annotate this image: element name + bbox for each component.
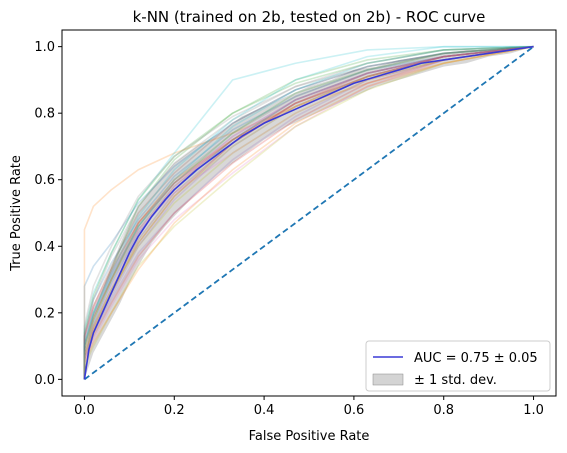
legend-mean-label: AUC = 0.75 ± 0.05: [414, 351, 538, 366]
fold-curve-4: [83, 45, 534, 380]
fold-curve-10: [83, 45, 534, 380]
plot-frame: [61, 29, 557, 397]
chance-line: [83, 45, 535, 381]
fold-curve-23: [83, 45, 534, 380]
x-axis-label: False Positive Rate: [249, 429, 370, 444]
std-band: [84, 46, 534, 380]
std-band-layer: [84, 46, 534, 380]
chance-line-layer: [83, 45, 535, 381]
fold-curve-13: [83, 45, 534, 380]
y-tick-label: 0.6: [34, 173, 55, 188]
fold-curve-22: [83, 45, 534, 380]
fold-curve-15: [83, 45, 534, 380]
fold-curve-7: [83, 45, 534, 380]
fold-curve-1: [83, 45, 534, 380]
legend-band-swatch: [372, 373, 404, 386]
fold-curve-9: [83, 45, 534, 380]
y-tick-label: 0.0: [34, 373, 55, 388]
fold-curves-layer: [83, 45, 534, 380]
y-tick-label: 1.0: [34, 40, 55, 55]
fold-curve-16: [83, 45, 534, 380]
axis-ticks-layer: 0.0 0.2 0.4 0.6 0.8 1.0 0.0 0.2 0.4 0.6 0.8 1.0: [34, 40, 544, 418]
fold-curve-12: [83, 45, 534, 380]
fold-curve-26: [83, 45, 534, 380]
mean-curve-layer: [83, 45, 534, 380]
chart-title: k-NN (trained on 2b, tested on 2b) - ROC…: [133, 8, 486, 26]
fold-curve-24: [83, 45, 534, 380]
x-tick-label: 0.8: [433, 403, 454, 418]
fold-curve-8: [83, 45, 534, 380]
fold-curve-20: [83, 45, 534, 380]
y-tick-label: 0.2: [34, 306, 55, 321]
legend-box: [365, 340, 551, 392]
y-axis-label: True Positive Rate: [9, 155, 24, 272]
x-tick-label: 0.2: [164, 403, 185, 418]
fold-curve-17: [83, 45, 534, 380]
fold-curve-27: [83, 45, 534, 380]
fold-curve-19: [83, 45, 534, 380]
fold-curve-28: [83, 45, 534, 380]
fold-curve-2: [83, 45, 534, 380]
x-tick-label: 0.4: [254, 403, 275, 418]
y-tick-label: 0.8: [34, 107, 55, 122]
legend-band-label: ± 1 std. dev.: [414, 373, 497, 388]
x-tick-label: 0.0: [74, 403, 95, 418]
fold-curve-30: [83, 45, 534, 380]
legend: AUC = 0.75 ± 0.05 ± 1 std. dev.: [365, 340, 551, 392]
fold-curve-6: [83, 45, 534, 380]
y-tick-label: 0.4: [34, 240, 55, 255]
mean-roc-curve: [83, 45, 534, 380]
x-tick-label: 0.6: [344, 403, 365, 418]
fold-curve-21: [83, 45, 534, 380]
fold-curve-18: [83, 45, 534, 380]
x-tick-label: 1.0: [523, 403, 544, 418]
fold-curve-3: [83, 45, 534, 380]
